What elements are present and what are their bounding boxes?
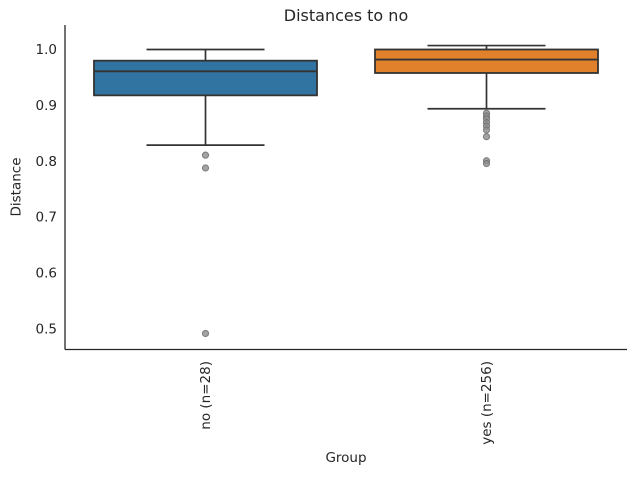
- x-tick-label: yes (n=256): [479, 361, 495, 445]
- y-tick-label: 0.9: [36, 98, 57, 114]
- chart-title: Distances to no: [284, 6, 408, 25]
- y-tick-label: 0.5: [36, 322, 57, 338]
- y-tick-label: 1.0: [36, 42, 57, 58]
- iqr-box: [93, 59, 318, 97]
- outlier-point: [201, 151, 210, 159]
- y-tick-label: 0.7: [36, 210, 57, 226]
- y-tick-label: 0.6: [36, 266, 57, 282]
- y-axis-label: Distance: [8, 157, 24, 216]
- plot-area: 1.0 0.9 0.8 0.7 0.6 0.5 no (n=28) yes (n=256): [36, 25, 627, 445]
- iqr-box: [374, 48, 599, 74]
- outlier-point: [482, 159, 491, 168]
- x-axis-label: Group: [325, 450, 366, 466]
- outlier-point: [201, 329, 210, 338]
- outlier-point: [482, 133, 491, 141]
- y-tick-label: 0.8: [36, 154, 57, 170]
- x-tick-label: no (n=28): [198, 361, 214, 430]
- outlier-point: [201, 164, 210, 172]
- outlier-point: [482, 126, 491, 134]
